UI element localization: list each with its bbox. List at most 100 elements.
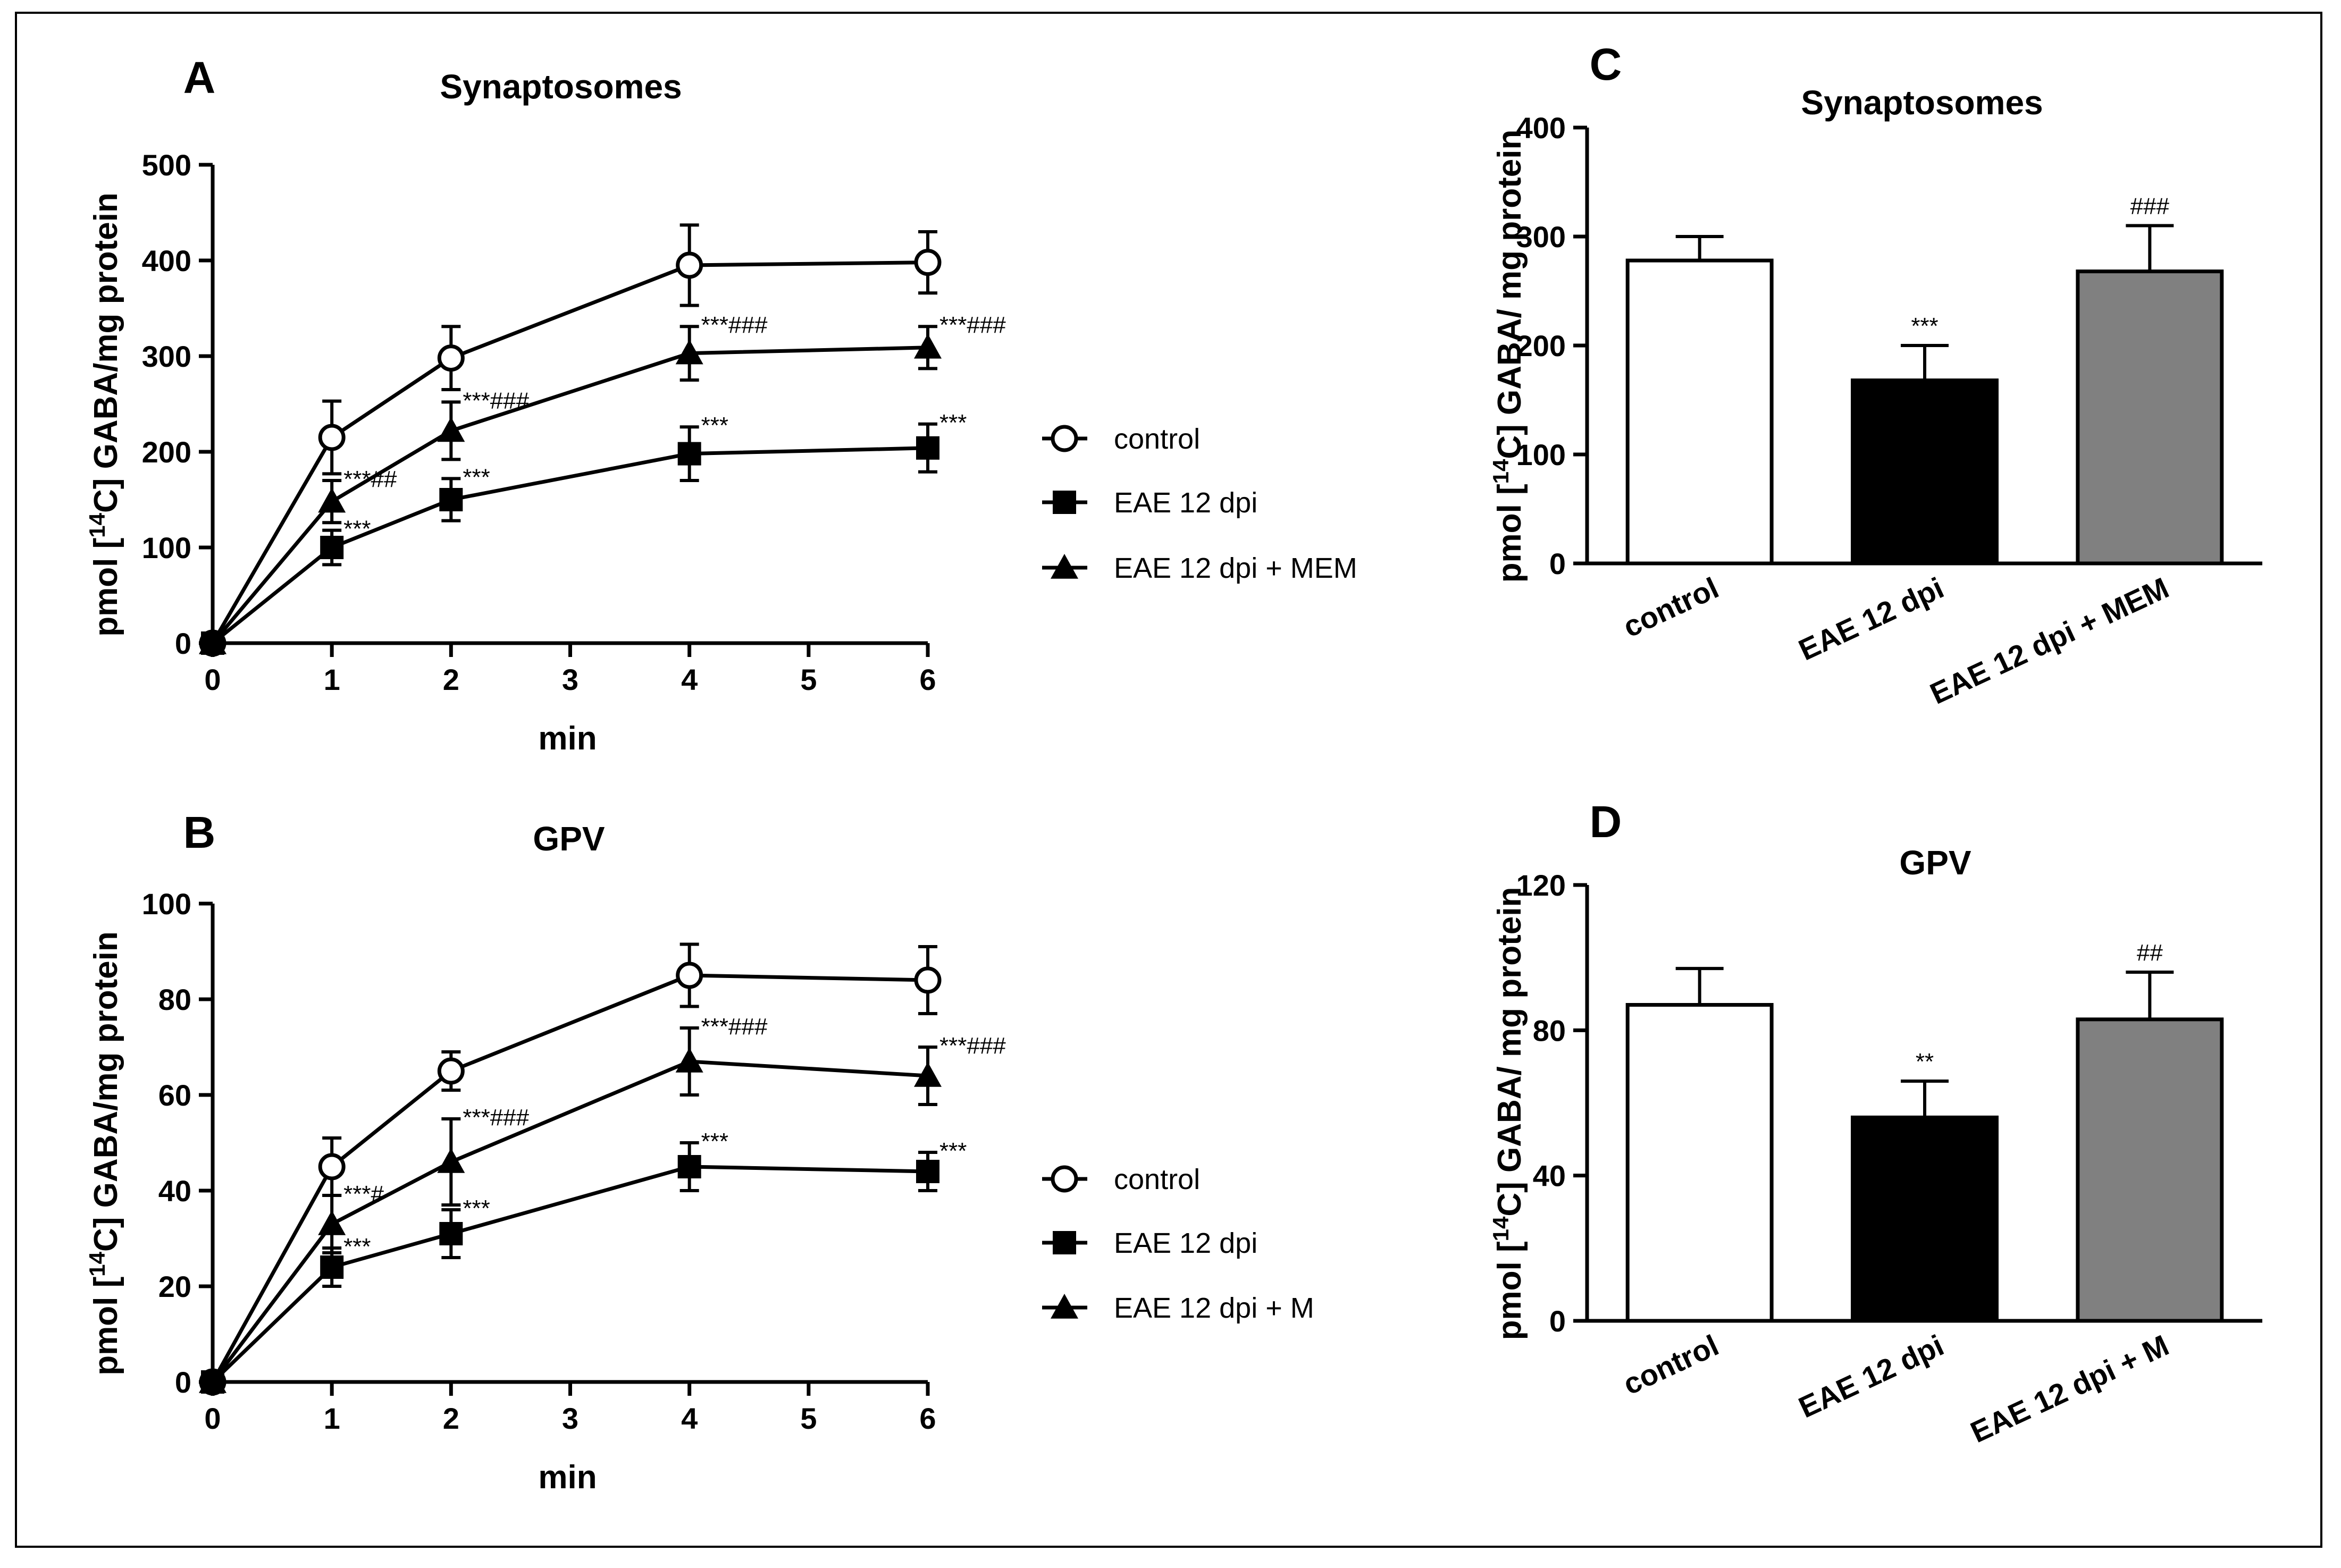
- significance-label: ***: [939, 410, 967, 436]
- x-axis-label: min: [538, 720, 597, 757]
- series-eae-12-dpi-m: ***# ***### ***### ***###: [199, 1014, 1006, 1393]
- significance-label: ***#: [343, 1181, 384, 1207]
- legend-label: control: [1114, 423, 1200, 455]
- significance-label: ###: [2130, 193, 2170, 220]
- data-point: [676, 251, 703, 279]
- y-tick-label: 40: [158, 1174, 191, 1208]
- x-tick-label: 5: [800, 1402, 817, 1435]
- legend-marker: [1053, 491, 1076, 514]
- category-label: EAE 12 dpi: [1793, 1328, 1949, 1424]
- chart-title: GPV: [533, 820, 605, 858]
- significance-label: ***###: [463, 387, 529, 414]
- significance-label: ***###: [701, 1014, 768, 1040]
- y-axis-label: pmol [14C] GABA/mg protein: [85, 192, 125, 636]
- panel-letter-c: C: [1590, 39, 1622, 89]
- y-axis-label: pmol [14C] GABA/ mg protein: [1488, 130, 1529, 583]
- legend-label: EAE 12 dpi + M: [1114, 1292, 1314, 1324]
- y-tick-label: 60: [158, 1078, 191, 1112]
- bar-control: [1625, 1003, 1774, 1323]
- series-eae-12-dpi: *** *** *** ***: [201, 410, 967, 655]
- y-tick-label: 100: [1516, 438, 1566, 471]
- x-tick-label: 1: [324, 663, 340, 696]
- data-point: [318, 424, 346, 451]
- significance-label: ***: [1911, 313, 1938, 339]
- y-tick-label: 200: [1516, 329, 1566, 363]
- x-tick-label: 6: [919, 1402, 936, 1435]
- data-point: [318, 487, 346, 513]
- data-point: [914, 333, 942, 359]
- y-tick-label: 0: [175, 1365, 191, 1399]
- data-point: [437, 1057, 465, 1085]
- x-tick-label: 4: [681, 663, 698, 696]
- y-tick-label: 400: [142, 244, 191, 277]
- significance-label: ***###: [939, 312, 1006, 338]
- series-line: [211, 260, 928, 644]
- significance-label: ***: [343, 1234, 371, 1260]
- data-point: [199, 629, 226, 654]
- legend-marker: [1051, 554, 1078, 579]
- data-point: [916, 436, 939, 460]
- significance-label: ***: [701, 1128, 728, 1154]
- legend-marker: [1051, 425, 1078, 452]
- x-tick-label: 4: [681, 1402, 698, 1435]
- data-point: [914, 1062, 942, 1087]
- y-tick-label: 100: [142, 887, 191, 921]
- series-eae-12-dpi: *** *** *** ***: [201, 1128, 967, 1394]
- x-axis-label: min: [538, 1459, 597, 1496]
- significance-label: ***###: [463, 1105, 529, 1131]
- y-tick-label: 0: [1549, 547, 1566, 580]
- y-tick-label: 80: [158, 983, 191, 1016]
- x-tick-label: 2: [443, 663, 459, 696]
- bar-eae-12-dpi: [1851, 378, 1999, 566]
- data-point: [677, 442, 701, 466]
- legend-marker: [1051, 1165, 1078, 1193]
- data-point: [914, 249, 942, 276]
- data-point: [675, 1048, 703, 1073]
- significance-label: ***: [463, 1195, 490, 1221]
- y-tick-label: 120: [1516, 869, 1566, 902]
- x-tick-label: 0: [204, 663, 221, 696]
- series-line: [211, 973, 928, 1383]
- data-point: [437, 417, 465, 442]
- x-tick-label: 5: [800, 663, 817, 696]
- data-point: [439, 1222, 463, 1245]
- x-tick-label: 6: [919, 663, 936, 696]
- x-tick-label: 1: [324, 1402, 340, 1435]
- significance-label: ***##: [343, 466, 397, 492]
- category-label: EAE 12 dpi + M: [1966, 1328, 2174, 1449]
- category-label: EAE 12 dpi + MEM: [1925, 571, 2174, 711]
- y-tick-label: 300: [1516, 220, 1566, 254]
- chart-title: GPV: [1899, 844, 1971, 882]
- series-line: [211, 446, 928, 645]
- bar-eae-12-dpi: [1851, 1115, 1999, 1323]
- category-label: control: [1618, 571, 1724, 644]
- series-eae-12-dpi-mem: ***## ***### ***### ***###: [199, 312, 1006, 654]
- data-point: [199, 1368, 226, 1393]
- category-label: EAE 12 dpi: [1793, 571, 1949, 667]
- significance-label: **: [1916, 1049, 1934, 1075]
- y-tick-label: 40: [1533, 1159, 1566, 1193]
- panel-letter-d: D: [1590, 797, 1622, 847]
- legend-label: EAE 12 dpi: [1114, 487, 1257, 519]
- significance-label: ***: [701, 412, 728, 439]
- significance-label: ***###: [939, 1033, 1006, 1059]
- data-point: [320, 1255, 344, 1279]
- series-line: [211, 1165, 928, 1384]
- series-control: [199, 223, 942, 657]
- legend-label: EAE 12 dpi + MEM: [1114, 552, 1357, 584]
- data-point: [914, 966, 942, 994]
- y-tick-label: 80: [1533, 1014, 1566, 1047]
- y-tick-label: 500: [142, 148, 191, 182]
- significance-label: ##: [2137, 940, 2163, 966]
- category-label: control: [1618, 1328, 1724, 1401]
- significance-label: ***: [939, 1138, 967, 1164]
- data-point: [318, 1210, 346, 1235]
- y-axis-label: pmol [14C] GABA/ mg protein: [1488, 887, 1529, 1341]
- bar-eae-12-dpi-mem: [2076, 269, 2224, 566]
- y-axis-label: pmol [14C] GABA/mg protein: [85, 931, 125, 1375]
- data-point: [676, 962, 703, 989]
- y-tick-label: 0: [1549, 1304, 1566, 1338]
